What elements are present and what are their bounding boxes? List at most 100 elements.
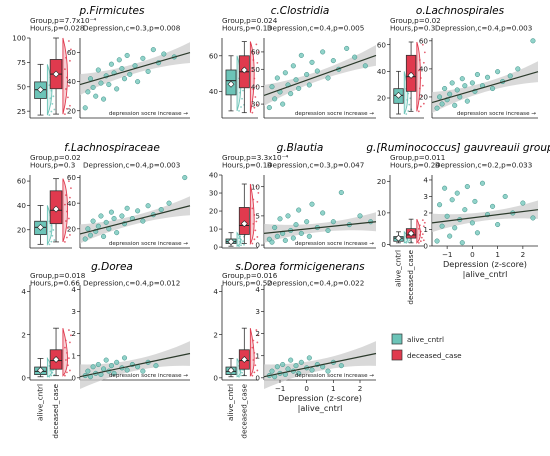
jitter-point [242,89,244,92]
jitter-point [68,357,70,360]
jitter-point [406,238,409,241]
scatter-point [85,89,91,95]
scatter-point [282,237,288,243]
group-stat: Group,p=0.016 [222,271,278,280]
jitter-point [422,239,425,242]
jitter-point [53,373,56,376]
jitter-point [418,59,421,61]
depression-stat: Depression,c=0.4,p=0.003 [435,24,532,33]
panel-title: f.Lachnospiraceae [64,142,160,154]
jitter-point [50,374,53,377]
jitter-point [64,203,66,206]
jitter-point [51,103,54,105]
scatter-point [290,235,296,241]
jitter-point [257,334,260,337]
scatter-point [306,233,312,239]
hours-stat: Hours,p=0.66 [30,279,80,288]
scatter-point [507,73,513,79]
jitter-point [417,227,420,230]
jitter-point [255,329,258,331]
scatter-point [135,79,141,85]
hours-stat: Hours,p=0.13 [222,24,272,33]
jitter-point [253,106,256,109]
jitter-point [257,192,260,194]
scatter-point [447,233,453,239]
jitter-point [238,109,240,112]
depression-note: depression socre increase → [109,373,188,379]
fit-line [79,352,191,378]
jitter-point [251,346,254,349]
jitter-point [252,222,255,225]
scatter-point [454,190,460,196]
jitter-point [238,375,240,378]
scatter-point [309,59,315,65]
scatter-point [309,201,315,207]
jitter-point [241,97,243,100]
scatter-point [124,367,130,373]
hours-stat: Hours,p=0.3 [390,24,435,33]
depression-note: depression socre increase → [109,111,188,117]
jitter-point [68,85,70,87]
box-y-tick-label: 20 [377,177,387,186]
scatter-point [306,82,312,88]
scatter-x-tick-label: 1 [331,384,336,393]
jitter-point [419,230,422,233]
scatter-point [269,368,275,374]
scatter-y-tick-label: 40 [67,199,77,208]
jitter-point [252,339,255,342]
scatter-point [90,218,96,224]
scatter-y-tick-label: 50 [251,65,261,74]
jitter-point [65,88,67,90]
jitter-point [408,103,411,106]
hours-stat: Hours,p=0.24 [390,161,440,170]
depression-note: depression socre increase → [295,111,374,117]
scatter-y-tick-label: 60 [251,48,261,57]
jitter-point [252,198,255,201]
jitter-point [254,229,257,232]
scatter-point [158,207,164,213]
box-y-tick-label: 100 [12,34,26,43]
jitter-point [70,334,72,337]
scatter-point [357,213,363,219]
jitter-point [253,371,256,374]
jitter-point [408,239,411,242]
mean-marker [37,223,44,231]
scatter-point [520,200,526,206]
scatter-point [277,216,283,222]
box-y-tick-label: 60 [377,40,387,49]
box-y-tick-label: 30 [209,189,219,198]
scatter-point [293,222,299,228]
jitter-point [70,48,72,51]
scatter-point [101,96,107,102]
jitter-point [255,43,258,46]
jitter-point [421,233,424,235]
scatter-point [114,230,120,236]
scatter-y-tick-label: 2 [71,329,76,338]
jitter-point [238,237,240,240]
jitter-point [49,97,52,100]
panel-title: o.Lachnospirales [416,5,505,17]
scatter-point [290,63,296,69]
scatter-point [274,364,280,370]
half-violin [62,328,68,377]
jitter-point [64,346,66,349]
scatter-y-tick-label: 20 [67,224,77,233]
scatter-point [530,38,536,44]
scatter-point [314,68,320,74]
jitter-point [239,240,241,243]
scatter-x-tick-label: 2 [521,250,526,259]
scatter-point [495,69,501,75]
jitter-point [252,359,255,361]
scatter-point [153,363,159,369]
scatter-y-tick-label: 2 [423,209,428,218]
scatter-point [280,101,286,107]
jitter-point [51,234,54,237]
jitter-point [69,234,71,236]
box-y-tick-label: 40 [377,67,387,76]
jitter-point [50,89,53,92]
mean-marker [240,66,248,74]
scatter-y-tick-label: 20 [419,93,429,102]
jitter-point [257,51,260,54]
jitter-point [422,102,425,105]
legend-label: deceased_case [407,351,462,360]
